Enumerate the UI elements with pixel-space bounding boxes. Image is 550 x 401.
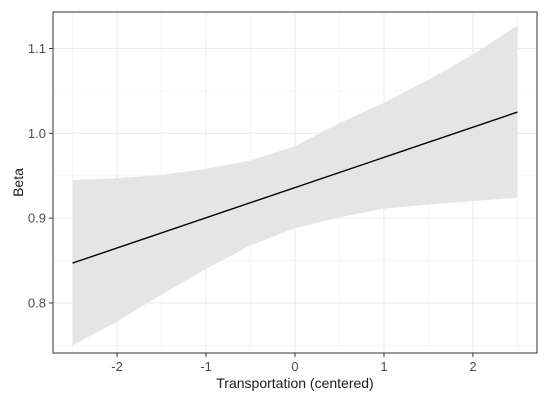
regression-line: [72, 111, 518, 264]
y-tick-label: 1.1: [28, 41, 46, 56]
y-tick-label: 1.0: [28, 126, 46, 141]
x-axis-ticks: -2 -1 0 1 2: [111, 353, 477, 374]
x-tick-label: 1: [380, 359, 387, 374]
x-axis-title: Transportation (centered): [216, 375, 373, 391]
y-tick-label: 0.8: [28, 295, 46, 310]
y-axis-title: Beta: [10, 168, 26, 197]
x-tick-label: -2: [111, 359, 123, 374]
confidence-band: [72, 25, 518, 346]
y-axis-ticks: 0.8 0.9 1.0 1.1: [28, 41, 53, 310]
x-tick-label: 0: [291, 359, 298, 374]
x-tick-label: -1: [200, 359, 212, 374]
x-tick-label: 2: [469, 359, 476, 374]
y-tick-label: 0.9: [28, 211, 46, 226]
